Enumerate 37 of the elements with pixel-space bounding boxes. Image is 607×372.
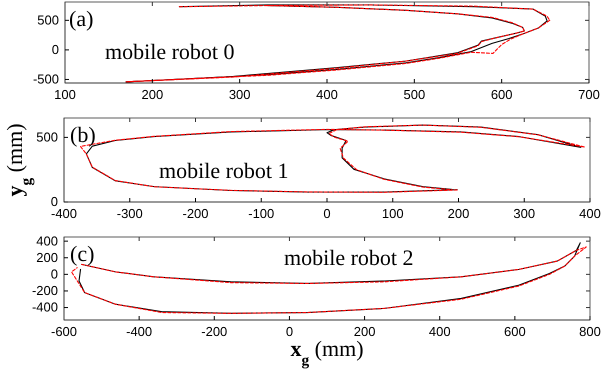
annotation: (c) [70, 241, 94, 266]
x-tick-label: -100 [248, 206, 274, 222]
y-tick-label: 0 [52, 42, 59, 58]
annotation: (b) [70, 122, 96, 147]
y-tick-label: 500 [37, 12, 59, 28]
x-tick-label: 100 [54, 87, 76, 102]
y-tick-label: -200 [32, 283, 58, 298]
x-tick-label: -200 [182, 206, 209, 222]
x-tick-label: 400 [579, 206, 601, 222]
x-tick-label: 100 [382, 206, 404, 222]
x-tick-label: 300 [228, 87, 251, 102]
x-tick-label: 600 [490, 87, 513, 102]
y-tick-label: 500 [36, 130, 58, 145]
y-tick-label: 200 [36, 250, 58, 265]
x-tick-label: 600 [504, 324, 526, 340]
annotation: mobile robot 0 [105, 39, 235, 64]
x-tick-label: -300 [116, 206, 143, 222]
x-tick-label: -400 [126, 324, 152, 340]
x-tick-label: 200 [141, 87, 164, 102]
annotation: (a) [69, 6, 94, 31]
x-tick-label: 700 [578, 87, 600, 102]
annotation: mobile robot 1 [159, 158, 289, 183]
x-tick-label: 800 [579, 324, 601, 340]
x-tick-label: -600 [50, 324, 78, 340]
x-tick-label: -200 [201, 324, 228, 340]
x-tick-label: 400 [316, 87, 338, 102]
y-tick-label: 0 [50, 266, 58, 282]
x-tick-label: 200 [448, 206, 470, 222]
y-tick-label: -500 [32, 72, 59, 87]
annotation: mobile robot 2 [284, 245, 414, 270]
y-tick-label: 0 [50, 194, 58, 210]
x-tick-label: 0 [323, 206, 331, 222]
y-tick-label: 400 [36, 233, 58, 248]
x-tick-label: 400 [428, 324, 451, 340]
y-tick-label: -400 [32, 300, 58, 315]
x-tick-label: 500 [403, 87, 426, 102]
x-tick-label: 300 [513, 206, 536, 222]
